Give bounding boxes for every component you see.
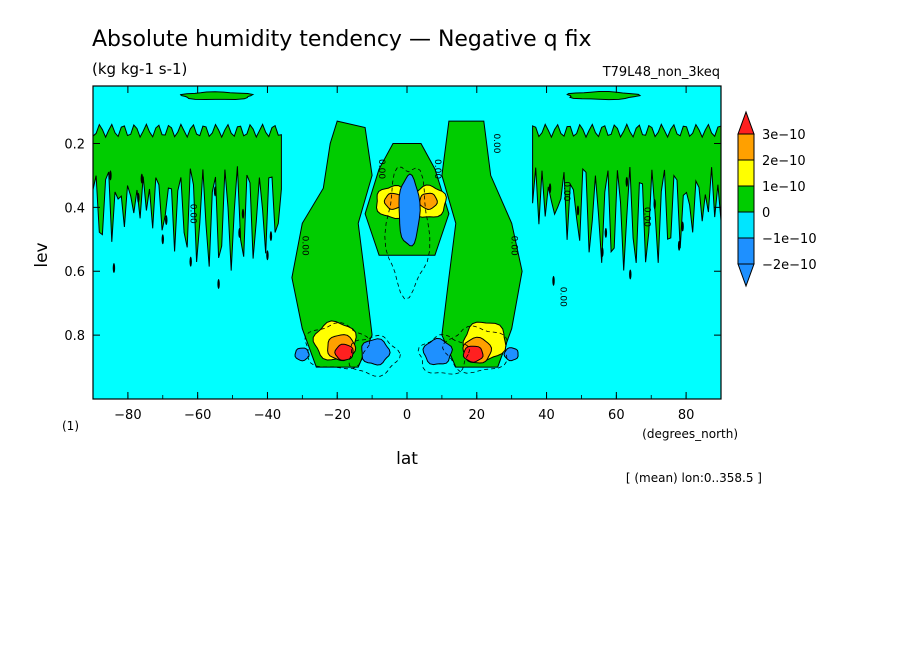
colorbar-segment xyxy=(737,237,755,265)
colorbar-segment xyxy=(737,211,755,239)
contour-label: 0.00 xyxy=(432,159,442,179)
colorbar-label: 3e−10 xyxy=(762,128,806,143)
contour-label: 0.00 xyxy=(188,204,198,224)
x-axis: −80 −60 −40 −20 0 20 40 60 80 xyxy=(92,86,722,423)
x-tick-label: 80 xyxy=(678,408,695,423)
x-tick-label: 20 xyxy=(469,408,486,423)
small-contour xyxy=(629,269,632,280)
x-tick-label: −60 xyxy=(184,408,211,423)
small-contour xyxy=(109,170,112,181)
small-contour xyxy=(161,234,164,245)
contour-label: 0.00 xyxy=(509,236,519,256)
x-tick-label: 60 xyxy=(608,408,625,423)
small-contour xyxy=(552,275,555,286)
x-axis-units: (degrees_north) xyxy=(642,427,738,441)
contour-field xyxy=(93,91,721,368)
small-contour xyxy=(238,227,241,238)
contour-label: 0.00 xyxy=(561,181,571,201)
colorbar-label: 2e−10 xyxy=(762,154,806,169)
contour-labels: 0.00 0.00 0.00 0.00 0.00 0.00 0.00 0.00 0.00 xyxy=(188,133,652,307)
small-contour xyxy=(625,176,628,187)
small-contour xyxy=(604,227,608,238)
y-axis-label: lev xyxy=(32,242,52,267)
colorbar-label: −1e−10 xyxy=(762,232,817,247)
small-contour xyxy=(241,208,245,219)
small-contour xyxy=(269,231,273,242)
small-contour xyxy=(165,215,168,226)
chart-title: Absolute humidity tendency — Negative q … xyxy=(92,27,592,52)
footnote: [ (mean) lon:0..358.5 ] xyxy=(626,471,762,485)
x-tick-label: −40 xyxy=(254,408,281,423)
dashed-contour xyxy=(348,334,401,377)
y-tick-label: 0.4 xyxy=(64,201,85,216)
sh-blue-small xyxy=(294,347,310,362)
small-contour xyxy=(189,256,192,267)
contour-label: 0.00 xyxy=(299,236,309,256)
colorbar-under xyxy=(737,263,755,288)
small-contour xyxy=(217,279,220,290)
x-tick-label: 40 xyxy=(538,408,555,423)
strip-nh xyxy=(566,91,642,101)
y-tick-label: 0.8 xyxy=(64,329,85,344)
nh-blue-small xyxy=(503,347,519,362)
small-contour xyxy=(266,250,269,261)
contour-label: 0.00 xyxy=(376,159,386,179)
strip-sh xyxy=(179,91,255,101)
contour-label: 0.00 xyxy=(641,207,651,227)
band-nh xyxy=(532,123,721,271)
colorbar-segment xyxy=(737,185,755,213)
eq-blue-column xyxy=(398,173,421,247)
contour-lines xyxy=(109,166,684,377)
contour-label: 0.00 xyxy=(558,287,568,307)
plot-area: 0.00 0.00 0.00 0.00 0.00 0.00 0.00 0.00 0.00 xyxy=(92,85,722,400)
small-contour xyxy=(548,183,552,194)
small-contour xyxy=(677,240,681,251)
small-contour xyxy=(137,192,140,203)
y-axis: 0.2 0.4 0.6 0.8 xyxy=(64,137,721,344)
y-axis-units: (1) xyxy=(62,419,79,433)
colorbar-segment xyxy=(737,133,755,161)
sh-red xyxy=(334,343,354,361)
colorbar-over xyxy=(737,110,755,135)
x-tick-label: 0 xyxy=(403,408,411,423)
dashed-contour xyxy=(442,325,508,374)
y-tick-label: 0.2 xyxy=(64,137,85,152)
dashed-contour xyxy=(384,166,431,300)
chart-units: (kg kg-1 s-1) xyxy=(92,60,187,78)
small-contour xyxy=(576,205,580,216)
colorbar-segment xyxy=(737,159,755,187)
small-contour xyxy=(140,173,144,184)
colorbar-label: −2e−10 xyxy=(762,258,817,273)
small-contour xyxy=(653,199,656,210)
plume-nh xyxy=(441,120,523,368)
x-tick-label: −20 xyxy=(324,408,351,423)
band-sh xyxy=(93,123,282,271)
plume-sh xyxy=(291,120,373,368)
experiment-label: T79L48_non_3keq xyxy=(602,65,720,80)
small-contour xyxy=(681,221,684,232)
dashed-contour xyxy=(304,321,371,370)
small-contour xyxy=(112,263,116,274)
colorbar: 3e−10 2e−10 1e−10 0 −1e−10 −2e−10 xyxy=(737,110,817,288)
small-contour xyxy=(601,247,604,258)
eq-orange-w xyxy=(383,192,403,210)
x-axis-label: lat xyxy=(396,449,418,469)
y-tick-label: 0.6 xyxy=(64,265,85,280)
colorbar-label: 0 xyxy=(762,206,770,221)
colorbar-label: 1e−10 xyxy=(762,180,806,195)
dashed-contour xyxy=(417,334,470,375)
contour-label: 0.00 xyxy=(491,133,501,153)
x-tick-label: −80 xyxy=(114,408,141,423)
small-contour xyxy=(213,186,217,197)
nh-red xyxy=(462,345,484,363)
